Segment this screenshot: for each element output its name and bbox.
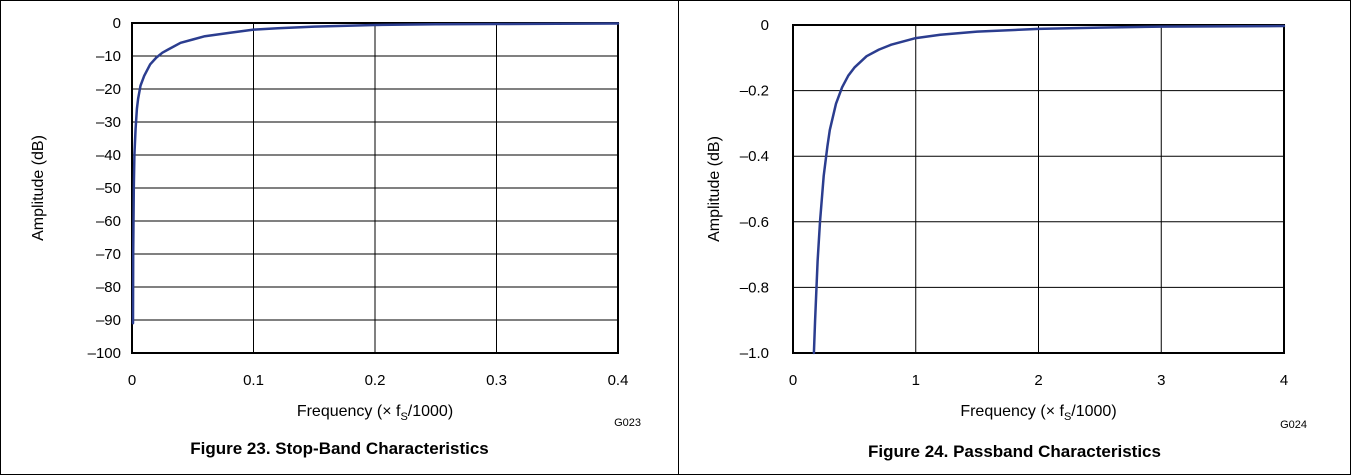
x-axis-label-main: Frequency (× f	[960, 403, 1064, 420]
x-axis-label: Frequency (× fS/1000)	[960, 403, 1116, 423]
x-axis-label: Frequency (× fS/1000)	[297, 403, 453, 423]
y-tick-label: –20	[96, 81, 121, 98]
y-tick-label: 0	[113, 15, 121, 32]
plot-frame	[131, 22, 619, 354]
figure-code: G023	[614, 417, 641, 429]
chart-panel-passband: 0 1 2 3 4 0 –0.2 –0.4 –0.6 –0.8 –1.0 Frequency (× f…	[678, 0, 1351, 475]
x-tick-label: 0.3	[486, 372, 507, 389]
chart-panel-stopband: 0 0.1 0.2 0.3 0.4 0 –10 –20 –30 –40 –50 –60 –70 –80 –9…	[0, 0, 679, 475]
y-tick-label: –1.0	[740, 345, 769, 362]
y-tick-label: 0	[761, 17, 769, 34]
figure-caption: Figure 24. Passband Characteristics	[868, 442, 1161, 461]
y-tick-label: –100	[88, 345, 121, 362]
x-tick-label: 4	[1280, 372, 1288, 389]
y-axis-label: Amplitude (dB)	[706, 136, 723, 242]
stopband-chart: 0 0.1 0.2 0.3 0.4 0 –10 –20 –30 –40 –50 –60 –70 –80 –9…	[30, 15, 641, 429]
y-tick-label: –0.4	[740, 148, 769, 165]
passband-chart: 0 1 2 3 4 0 –0.2 –0.4 –0.6 –0.8 –1.0 Frequency (× f…	[706, 17, 1307, 431]
x-tick-label: 0	[128, 372, 136, 389]
figure-code: G024	[1280, 419, 1307, 431]
y-tick-label: –60	[96, 213, 121, 230]
x-tick-label: 1	[912, 372, 920, 389]
y-tick-label: –50	[96, 180, 121, 197]
figure-caption: Figure 23. Stop-Band Characteristics	[190, 439, 489, 458]
y-tick-label: –10	[96, 48, 121, 65]
x-tick-label: 3	[1157, 372, 1165, 389]
y-tick-label: –0.2	[740, 83, 769, 100]
y-tick-label: –70	[96, 246, 121, 263]
y-tick-label: –30	[96, 114, 121, 131]
x-tick-label: 0.1	[243, 372, 264, 389]
y-axis-label: Amplitude (dB)	[30, 135, 47, 241]
y-tick-label: –90	[96, 312, 121, 329]
y-tick-label: –0.6	[740, 214, 769, 231]
series-line	[812, 24, 1286, 355]
plot-frame	[792, 24, 1285, 354]
x-axis-label-subscript: S	[1064, 411, 1071, 423]
x-axis-label-subscript: S	[400, 411, 407, 423]
x-axis-label-end: /1000)	[408, 403, 453, 420]
x-tick-label: 0.2	[365, 372, 386, 389]
y-tick-label: –80	[96, 279, 121, 296]
x-axis-label-main: Frequency (× f	[297, 403, 401, 420]
series-line	[131, 22, 620, 325]
x-tick-label: 2	[1034, 372, 1042, 389]
x-tick-label: 0.4	[608, 372, 629, 389]
y-tick-label: –40	[96, 147, 121, 164]
x-axis-label-end: /1000)	[1071, 403, 1116, 420]
y-tick-label: –0.8	[740, 279, 769, 296]
x-tick-label: 0	[789, 372, 797, 389]
